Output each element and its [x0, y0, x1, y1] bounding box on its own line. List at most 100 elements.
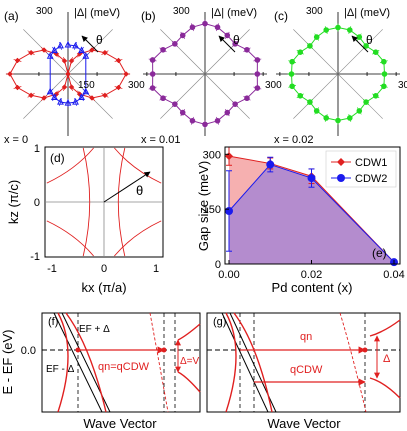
panel-d-xtick-0: 0 — [101, 263, 107, 275]
panel-f-ann-ef-minus: EF - Δ — [46, 364, 75, 375]
polar-theta-label: θ — [366, 33, 373, 47]
polar-point — [297, 49, 304, 56]
polar-point — [102, 49, 108, 56]
polar-panel-c: (c) |Δ| (meV) 300 300 θ x = 0.02 — [274, 6, 407, 146]
fermi-curve — [46, 220, 94, 257]
polar-point — [28, 92, 34, 99]
polar-point — [57, 97, 64, 105]
panel-f-dot-right — [161, 347, 167, 353]
fermi-curve — [114, 147, 162, 184]
polar-point — [224, 109, 231, 116]
x-tick-label: 0.02 — [301, 269, 322, 281]
polar-point — [232, 41, 238, 47]
polar-point — [297, 92, 304, 99]
polar-point — [313, 108, 320, 114]
data-point-cdw2 — [225, 206, 233, 215]
polar-point — [82, 87, 90, 95]
panel-g-band-red-bottom — [369, 377, 401, 399]
polar-point — [7, 71, 13, 77]
polar-tick-300-right: 300 — [398, 80, 407, 91]
polar-tick-300-right: 300 — [128, 80, 145, 91]
panel-e-tag: (e) — [372, 246, 387, 260]
polar-point — [232, 101, 238, 107]
polar-point — [72, 97, 79, 105]
polar-point — [313, 34, 320, 40]
y-tick-label: 0 — [215, 259, 221, 271]
x-tick-label: 0.00 — [218, 269, 239, 281]
polar-point — [323, 27, 330, 33]
polar-point — [172, 101, 178, 107]
panel-f-band-red-bottom — [177, 371, 201, 393]
polar-point — [78, 46, 85, 54]
panel-f-ytick: 0.0 — [21, 345, 36, 357]
panel-f-ylabel: E - EF (eV) — [0, 329, 15, 394]
series-line — [228, 155, 395, 263]
polar-point — [115, 84, 122, 91]
panel-d-xtick-minus1: -1 — [47, 263, 57, 275]
panel-f-tag: (f) — [48, 316, 58, 328]
polar-tag: (a) — [4, 9, 19, 23]
polar-point — [160, 46, 166, 53]
polar-point — [179, 109, 186, 116]
polar-point — [307, 43, 313, 49]
panel-g-tag: (g) — [213, 316, 226, 328]
polar-point — [61, 58, 68, 64]
panel-e-gap-chart: 0 150 300 0.00 0.02 0.04 (e) Gap size (meV) P… — [196, 146, 405, 295]
panel-g-band-red-2 — [233, 312, 273, 413]
polar-point — [41, 47, 47, 53]
panel-d-ytick-1: 1 — [34, 143, 40, 155]
polar-point — [160, 95, 166, 102]
panel-f-band-black-1 — [53, 312, 103, 413]
series-line — [228, 163, 395, 263]
polar-point — [123, 71, 129, 77]
polar-point — [335, 24, 341, 31]
polar-tag: (b) — [141, 9, 156, 23]
panel-f-band-red-top — [177, 323, 201, 341]
polar-point — [64, 98, 72, 106]
fermi-curve — [46, 147, 94, 184]
polar-point — [244, 95, 250, 102]
panel-f-xlabel: Wave Vector — [83, 416, 157, 431]
polar-point — [346, 115, 353, 121]
polar-tick-300-top: 300 — [36, 6, 53, 17]
data-point-cdw2 — [307, 174, 316, 183]
legend-box — [325, 150, 397, 188]
panel-g-ann-qn: qn — [300, 331, 312, 343]
polar-axis-label: |Δ| (meV) — [344, 7, 390, 19]
polar-x-label: x = 0.01 — [141, 134, 180, 146]
polar-tick-150: 150 — [78, 80, 95, 91]
panel-g-band-diagram: (g) qn qCDW Δ Wave Vector — [206, 312, 401, 431]
polar-point — [115, 57, 122, 64]
polar-point — [214, 117, 221, 124]
legend-label: CDW1 — [355, 157, 387, 169]
polar-point — [363, 43, 369, 49]
polar-point — [372, 49, 379, 56]
polar-point — [189, 24, 196, 31]
polar-point — [57, 41, 64, 49]
panel-f-dot-left — [75, 347, 81, 353]
panel-g-frame — [206, 312, 401, 413]
polar-point — [172, 41, 178, 47]
polar-point — [149, 85, 156, 91]
polar-point — [289, 58, 295, 65]
polar-point — [307, 99, 313, 105]
polar-axis-label: |Δ| (meV) — [211, 7, 257, 19]
panel-f-band-red-2 — [65, 312, 107, 413]
polar-point — [149, 57, 156, 63]
polar-x-label: x = 0.02 — [274, 134, 313, 146]
polar-point — [244, 46, 250, 53]
polar-point — [202, 121, 208, 128]
polar-panel-a: (a) |Δ| (meV) 300 300 150 θ x = 0 — [4, 6, 145, 146]
polar-point — [65, 71, 71, 77]
fermi-curve — [114, 220, 162, 257]
polar-point — [14, 57, 21, 64]
polar-point — [323, 115, 330, 121]
polar-axis-label: |Δ| (meV) — [74, 7, 120, 19]
polar-point — [356, 34, 363, 40]
panel-e-legend: CDW1 CDW2 — [325, 150, 397, 188]
panel-g-band-red-dash — [339, 312, 367, 413]
polar-theta-arrow — [81, 35, 99, 53]
polar-point — [202, 20, 208, 27]
panel-g-ann-delta: Δ — [383, 353, 391, 365]
panel-d-ytick-0: 0 — [34, 197, 40, 209]
